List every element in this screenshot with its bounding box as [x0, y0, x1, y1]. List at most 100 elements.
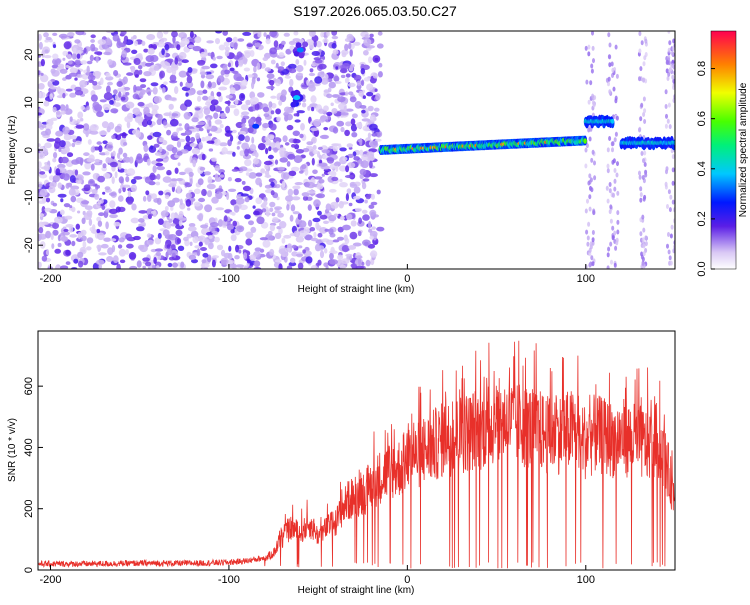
heatmap-noise-cell	[369, 123, 378, 131]
heatmap-noise-cell	[105, 31, 115, 34]
heatmap-noise-cell	[313, 40, 317, 48]
heatmap-noise-cell	[185, 135, 191, 143]
heatmap-noise-cell	[294, 119, 301, 123]
heatmap-noise-cell	[606, 147, 610, 153]
heatmap-noise-cell	[75, 157, 84, 164]
heatmap-noise-cell	[41, 255, 48, 262]
heatmap-noise-cell	[155, 248, 163, 252]
heatmap-noise-cell	[191, 147, 200, 155]
heatmap-noise-cell	[176, 151, 183, 156]
heatmap-noise-cell	[644, 38, 648, 44]
heatmap-noise-cell	[359, 149, 364, 156]
heatmap-noise-cell	[207, 52, 212, 57]
heatmap-noise-cell	[667, 249, 671, 255]
heatmap-noise-cell	[221, 249, 226, 257]
heatmap-noise-cell	[134, 116, 144, 124]
snr-x-axis-label: Height of straight line (km)	[298, 585, 415, 596]
x-tick-label: 100	[577, 574, 595, 586]
heatmap-noise-cell	[314, 59, 323, 64]
heatmap-noise-cell	[209, 95, 214, 100]
heatmap-noise-cell	[346, 143, 353, 148]
heatmap-noise-cell	[215, 207, 225, 211]
heatmap-noise-cell	[52, 222, 59, 229]
heatmap-noise-cell	[145, 62, 153, 67]
heatmap-noise-cell	[67, 60, 73, 65]
colorbar-tick-label: 0.2	[696, 211, 708, 226]
heatmap-noise-cell	[228, 104, 237, 109]
heatmap-noise-cell	[188, 223, 196, 228]
heatmap-noise-cell	[74, 140, 82, 145]
heatmap-noise-cell	[232, 151, 236, 157]
heatmap-noise-cell	[142, 195, 147, 202]
heatmap-noise-cell	[49, 181, 57, 188]
heatmap-noise-cell	[197, 121, 206, 126]
heatmap-noise-cell	[273, 137, 282, 144]
heatmap-noise-cell	[590, 68, 594, 74]
heatmap-noise-cell	[62, 173, 70, 181]
heatmap-noise-cell	[340, 112, 349, 116]
heatmap-noise-cell	[65, 182, 70, 189]
heatmap-noise-cell	[189, 31, 194, 38]
heatmap-noise-cell	[281, 68, 290, 75]
heatmap-noise-cell	[243, 265, 248, 269]
heatmap-noise-cell	[145, 190, 150, 196]
heatmap-noise-cell	[97, 175, 105, 183]
heatmap-noise-cell	[112, 150, 116, 157]
heatmap-noise-cell	[168, 97, 177, 101]
heatmap-noise-cell	[376, 189, 381, 195]
heatmap-noise-cell	[68, 72, 78, 77]
heatmap-noise-cell	[216, 244, 224, 251]
heatmap-noise-cell	[119, 133, 128, 137]
heatmap-noise-cell	[118, 188, 122, 194]
heatmap-noise-cell	[106, 85, 111, 94]
heatmap-noise-cell	[220, 112, 227, 120]
heatmap-noise-cell	[62, 92, 66, 99]
heatmap-noise-cell	[591, 100, 595, 106]
heatmap-noise-cell	[65, 249, 71, 256]
heatmap-noise-cell	[241, 123, 246, 128]
heatmap-noise-cell	[314, 176, 323, 180]
heatmap-noise-cell	[264, 184, 272, 189]
heatmap-noise-cell	[275, 78, 281, 87]
heatmap-noise-cell	[132, 93, 139, 100]
heatmap-noise-cell	[310, 237, 319, 242]
heatmap-noise-cell	[611, 225, 615, 231]
heatmap-noise-cell	[364, 199, 368, 204]
heatmap-noise-cell	[616, 161, 619, 167]
heatmap-noise-cell	[53, 152, 58, 159]
heatmap-noise-cell	[141, 40, 146, 46]
heatmap-noise-cell	[92, 101, 100, 109]
heatmap-blob-core	[293, 95, 301, 101]
heatmap-noise-cell	[201, 188, 207, 197]
heatmap-noise-cell	[127, 201, 133, 205]
heatmap-noise-cell	[587, 180, 591, 186]
heatmap-noise-cell	[244, 197, 250, 203]
heatmap-noise-cell	[368, 204, 375, 209]
heatmap-noise-cell	[310, 127, 319, 132]
heatmap-noise-cell	[253, 260, 261, 268]
heatmap-noise-cell	[331, 42, 337, 49]
heatmap-noise-cell	[238, 249, 242, 254]
heatmap-noise-cell	[219, 174, 225, 178]
heatmap-noise-cell	[81, 200, 90, 205]
heatmap-noise-cell	[131, 203, 137, 211]
heatmap-noise-cell	[245, 238, 253, 246]
heatmap-noise-cell	[142, 257, 151, 262]
heatmap-noise-cell	[311, 51, 320, 56]
heatmap-noise-cell	[366, 45, 376, 49]
heatmap-noise-cell	[176, 127, 180, 134]
heatmap-noise-cell	[208, 119, 212, 127]
heatmap-noise-cell	[606, 163, 610, 169]
heatmap-noise-cell	[312, 145, 317, 150]
heatmap-noise-cell	[147, 91, 152, 96]
heatmap-noise-cell	[584, 163, 588, 169]
heatmap-noise-cell	[89, 130, 99, 135]
heatmap-noise-cell	[116, 263, 121, 269]
heatmap-noise-cell	[89, 54, 94, 62]
heatmap-noise-cell	[136, 260, 142, 268]
heatmap-noise-cell	[613, 186, 617, 192]
heatmap-noise-cell	[667, 71, 671, 77]
heatmap-noise-cell	[298, 220, 307, 229]
heatmap-noise-cell	[249, 144, 257, 152]
heatmap-noise-cell	[589, 80, 593, 86]
